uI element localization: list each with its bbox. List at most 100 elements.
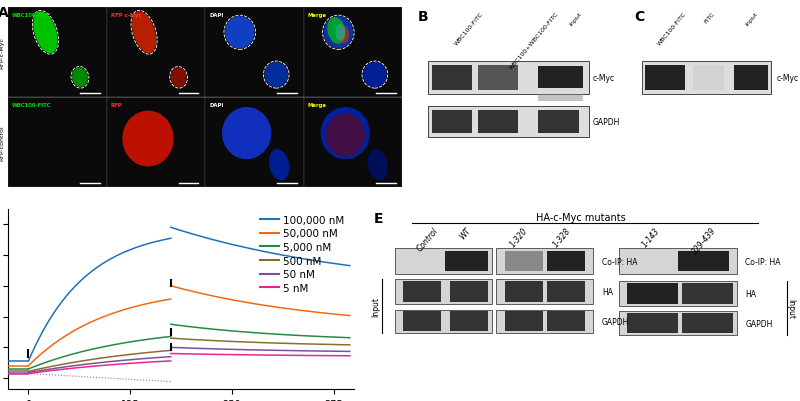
Text: c-Myc: c-Myc — [593, 74, 615, 83]
Text: A: A — [0, 6, 9, 20]
Ellipse shape — [34, 12, 58, 54]
Text: WT: WT — [458, 225, 473, 241]
Text: RFP-c-Myc: RFP-c-Myc — [0, 37, 5, 69]
Bar — [403, 281, 441, 303]
Bar — [682, 314, 733, 333]
Bar — [394, 279, 492, 304]
Ellipse shape — [321, 108, 370, 160]
Ellipse shape — [335, 25, 346, 41]
Text: E: E — [374, 211, 383, 225]
Text: 1-143: 1-143 — [640, 225, 661, 248]
Bar — [106, 8, 206, 98]
Text: GAPDH: GAPDH — [746, 319, 773, 328]
Bar — [505, 251, 542, 271]
Bar — [496, 249, 594, 274]
Bar — [206, 8, 304, 98]
Text: WBC100-FITC: WBC100-FITC — [12, 12, 51, 18]
Bar — [547, 281, 585, 303]
Bar — [8, 98, 106, 188]
Bar — [618, 281, 737, 306]
Text: Input: Input — [745, 12, 759, 27]
Text: RFP: RFP — [110, 102, 122, 107]
Bar — [450, 281, 488, 303]
Text: DAPI: DAPI — [209, 102, 223, 107]
Bar — [682, 283, 733, 304]
Bar — [646, 65, 685, 91]
Text: 329-439: 329-439 — [690, 225, 718, 256]
Bar — [446, 251, 488, 271]
Bar — [678, 251, 729, 271]
Bar — [428, 107, 589, 138]
Text: GAPDH: GAPDH — [593, 117, 620, 127]
Bar — [693, 65, 724, 91]
Text: Input: Input — [371, 296, 380, 316]
Bar — [428, 62, 589, 94]
Bar — [618, 249, 737, 274]
Text: C: C — [634, 10, 645, 24]
Ellipse shape — [170, 68, 186, 88]
Ellipse shape — [222, 108, 271, 160]
Bar — [8, 8, 106, 98]
Ellipse shape — [72, 68, 88, 88]
Bar — [206, 98, 304, 188]
Text: Control: Control — [416, 225, 441, 252]
Text: WBC100-FITC: WBC100-FITC — [12, 102, 51, 107]
Text: Input: Input — [569, 12, 583, 27]
Text: WBC100-FITC: WBC100-FITC — [656, 12, 687, 47]
Bar — [505, 281, 542, 303]
Bar — [618, 312, 737, 335]
Ellipse shape — [363, 63, 386, 88]
Bar — [478, 65, 518, 91]
Bar — [450, 312, 488, 332]
Ellipse shape — [269, 150, 290, 181]
Bar — [304, 8, 402, 98]
Ellipse shape — [327, 18, 346, 45]
Text: HA: HA — [602, 288, 613, 296]
Text: B: B — [418, 10, 428, 24]
Text: Input: Input — [786, 298, 796, 318]
Bar — [304, 98, 402, 188]
Text: Merge: Merge — [308, 102, 326, 107]
Text: c-Myc: c-Myc — [776, 74, 798, 83]
Text: 1-320: 1-320 — [509, 225, 530, 248]
Bar — [538, 110, 579, 134]
Ellipse shape — [368, 150, 388, 181]
Text: WBC100+WBC100-FITC: WBC100+WBC100-FITC — [508, 12, 559, 71]
Bar — [432, 110, 472, 134]
Legend: 100,000 nM, 50,000 nM, 5,000 nM, 500 nM, 50 nM, 5 nM: 100,000 nM, 50,000 nM, 5,000 nM, 500 nM,… — [256, 211, 349, 297]
Text: Co-IP: HA: Co-IP: HA — [602, 257, 638, 266]
Bar — [627, 283, 678, 304]
Ellipse shape — [338, 26, 350, 44]
Bar — [505, 312, 542, 332]
Bar — [394, 249, 492, 274]
Text: GAPDH: GAPDH — [602, 317, 629, 326]
Bar — [432, 65, 472, 91]
Text: Merge: Merge — [308, 12, 326, 18]
Bar — [538, 67, 583, 89]
Bar — [627, 314, 678, 333]
Ellipse shape — [122, 111, 174, 167]
Text: HA-c-Myc mutants: HA-c-Myc mutants — [536, 213, 626, 223]
Bar — [538, 94, 583, 101]
Bar — [642, 62, 771, 94]
Bar — [394, 310, 492, 333]
Bar — [478, 110, 518, 134]
Ellipse shape — [132, 12, 156, 54]
Bar — [547, 251, 585, 271]
Ellipse shape — [323, 17, 353, 49]
Ellipse shape — [264, 63, 288, 88]
Text: RFP-control: RFP-control — [0, 125, 5, 160]
Ellipse shape — [326, 114, 365, 157]
Bar — [403, 312, 441, 332]
Ellipse shape — [225, 17, 254, 49]
Bar — [734, 65, 768, 91]
Text: FITC: FITC — [704, 12, 716, 25]
Text: DAPI: DAPI — [209, 12, 223, 18]
Bar — [496, 279, 594, 304]
Text: HA: HA — [746, 289, 757, 298]
Text: Co-IP: HA: Co-IP: HA — [746, 257, 781, 266]
Text: RFP c-Myc: RFP c-Myc — [110, 12, 141, 18]
Bar — [547, 312, 585, 332]
Text: 1-328: 1-328 — [551, 225, 572, 248]
Bar — [106, 98, 206, 188]
